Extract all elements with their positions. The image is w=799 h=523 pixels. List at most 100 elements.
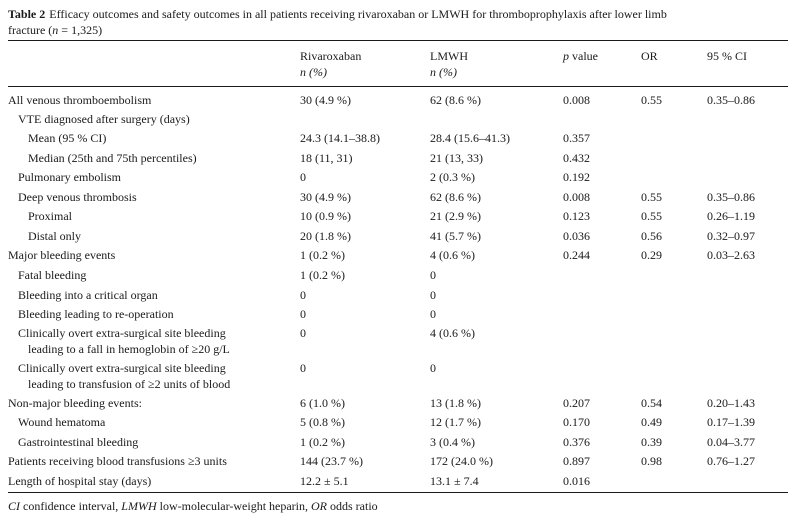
cell-lmwh: 21 (13, 33) [430,151,483,165]
cell-odds-ratio: 0.29 [641,248,662,262]
header-value: value [569,49,598,63]
cell-rivaroxaban: 30 (4.9 %) [300,190,351,204]
row-label-continued: leading to a fall in hemoglobin of ≥20 g… [28,342,230,356]
header-or: OR [641,49,658,63]
cell-confidence-interval: 0.04–3.77 [707,435,755,449]
footnote-ci-abbr: CI [8,499,20,513]
cell-rivaroxaban: 0 [300,288,306,302]
cell-p-value: 0.008 [563,190,590,204]
cell-rivaroxaban: 144 (23.7 %) [300,454,363,468]
row-label: All venous thromboembolism [8,93,152,107]
row-label: Pulmonary embolism [18,170,121,184]
cell-rivaroxaban: 12.2 ± 5.1 [300,474,349,488]
cell-rivaroxaban: 1 (0.2 %) [300,268,345,282]
cell-p-value: 0.170 [563,415,590,429]
row-label: Bleeding into a critical organ [18,288,158,302]
row-label: Bleeding leading to re-operation [18,307,174,321]
cell-rivaroxaban: 10 (0.9 %) [300,209,351,223]
cell-lmwh: 13.1 ± 7.4 [430,474,479,488]
cell-rivaroxaban: 0 [300,170,306,184]
cell-p-value: 0.376 [563,435,590,449]
cell-confidence-interval: 0.35–0.86 [707,190,755,204]
cell-p-value: 0.357 [563,131,590,145]
row-label: Distal only [28,229,81,243]
top-rule [8,40,788,41]
cell-rivaroxaban: 5 (0.8 %) [300,415,345,429]
cell-lmwh: 0 [430,268,436,282]
table-footnote: CI confidence interval, LMWH low-molecul… [8,498,378,514]
cell-lmwh: 4 (0.6 %) [430,326,475,340]
cell-lmwh: 62 (8.6 %) [430,190,481,204]
cell-p-value: 0.192 [563,170,590,184]
row-label: Length of hospital stay (days) [8,474,152,488]
caption-line-1: Table 2 Efficacy outcomes and safety outc… [8,6,788,22]
footnote-or-abbr: OR [311,499,328,513]
cell-rivaroxaban: 1 (0.2 %) [300,248,345,262]
table-caption: Table 2 Efficacy outcomes and safety outc… [8,6,788,38]
header-lmwh-n: n (%) [430,65,457,79]
cell-rivaroxaban: 24.3 (14.1–38.8) [300,131,380,145]
cell-rivaroxaban: 0 [300,307,306,321]
footnote-or-text: odds ratio [327,499,378,513]
cell-p-value: 0.244 [563,248,590,262]
cell-lmwh: 28.4 (15.6–41.3) [430,131,510,145]
cell-p-value: 0.016 [563,474,590,488]
cell-p-value: 0.008 [563,93,590,107]
cell-confidence-interval: 0.76–1.27 [707,454,755,468]
table-number: Table 2 [8,7,46,21]
cell-odds-ratio: 0.49 [641,415,662,429]
cell-lmwh: 12 (1.7 %) [430,415,481,429]
row-label: Non-major bleeding events: [8,396,142,410]
cell-lmwh: 172 (24.0 %) [430,454,493,468]
cell-confidence-interval: 0.32–0.97 [707,229,755,243]
cell-lmwh: 21 (2.9 %) [430,209,481,223]
row-label: Major bleeding events [8,248,116,262]
cell-p-value: 0.036 [563,229,590,243]
cell-lmwh: 0 [430,288,436,302]
row-label: Gastrointestinal bleeding [18,435,139,449]
cell-rivaroxaban: 0 [300,326,306,340]
cell-lmwh: 13 (1.8 %) [430,396,481,410]
caption-text-suffix: = 1,325) [58,23,103,37]
header-rivaroxaban: Rivaroxaban n (%) [300,48,361,80]
header-rule [8,86,788,87]
header-lmwh-label: LMWH [430,49,468,63]
header-lmwh: LMWH n (%) [430,48,468,80]
footnote-ci-text: confidence interval, [20,499,122,513]
cell-odds-ratio: 0.98 [641,454,662,468]
cell-p-value: 0.897 [563,454,590,468]
row-label-continued: leading to transfusion of ≥2 units of bl… [28,377,231,391]
cell-p-value: 0.123 [563,209,590,223]
cell-confidence-interval: 0.20–1.43 [707,396,755,410]
cell-lmwh: 62 (8.6 %) [430,93,481,107]
cell-odds-ratio: 0.54 [641,396,662,410]
row-label: Median (25th and 75th percentiles) [28,151,197,165]
caption-text: Efficacy outcomes and safety outcomes in… [49,7,667,21]
cell-confidence-interval: 0.17–1.39 [707,415,755,429]
cell-rivaroxaban: 30 (4.9 %) [300,93,351,107]
cell-lmwh: 3 (0.4 %) [430,435,475,449]
caption-line-2: fracture (n = 1,325) [8,22,788,38]
footnote-lmwh-abbr: LMWH [121,499,157,513]
row-label: Deep venous thrombosis [18,190,137,204]
footnote-lmwh-text: low-molecular-weight heparin, [156,499,312,513]
caption-text-prefix: fracture ( [8,23,53,37]
cell-p-value: 0.207 [563,396,590,410]
header-p: p [563,49,569,63]
header-p-value: p value [563,48,598,64]
cell-confidence-interval: 0.35–0.86 [707,93,755,107]
cell-rivaroxaban: 20 (1.8 %) [300,229,351,243]
cell-lmwh: 4 (0.6 %) [430,248,475,262]
cell-rivaroxaban: 18 (11, 31) [300,151,353,165]
cell-odds-ratio: 0.39 [641,435,662,449]
cell-odds-ratio: 0.55 [641,93,662,107]
row-label: Proximal [28,209,72,223]
caption-n: n [52,23,59,37]
row-label: Clinically overt extra-surgical site ble… [18,361,226,375]
cell-confidence-interval: 0.26–1.19 [707,209,755,223]
cell-lmwh: 0 [430,307,436,321]
cell-rivaroxaban: 1 (0.2 %) [300,435,345,449]
row-label: Mean (95 % CI) [28,131,107,145]
row-label: Wound hematoma [18,415,106,429]
